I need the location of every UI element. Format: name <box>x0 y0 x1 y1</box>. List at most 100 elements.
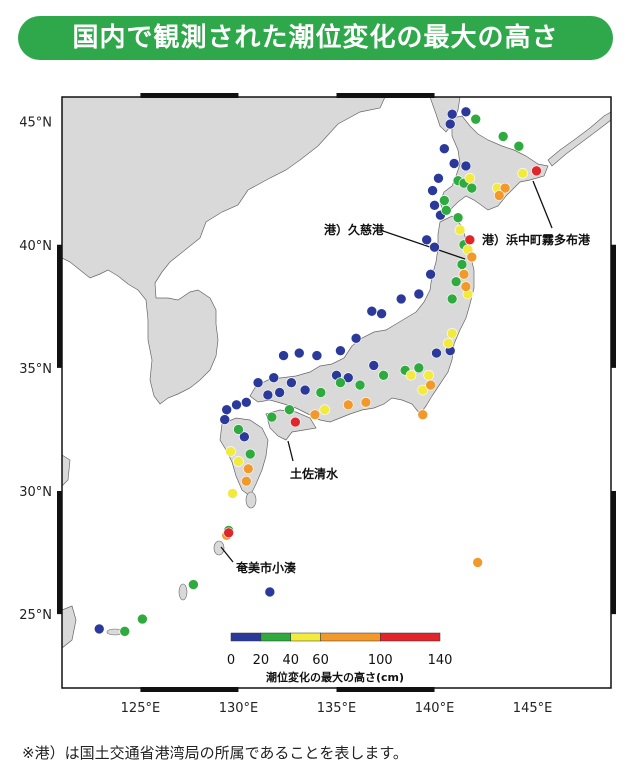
station-point <box>444 118 456 130</box>
legend-ticks: 0 20 40 60 100 140 <box>227 653 453 668</box>
station-point <box>421 234 432 246</box>
station-point <box>417 409 429 420</box>
station-point <box>440 204 452 216</box>
station-point <box>448 158 460 169</box>
station-point <box>513 140 525 152</box>
station-point <box>274 387 285 398</box>
lon-tick-label: 135°E <box>317 701 357 716</box>
station-point <box>378 369 389 381</box>
frame-tick-bar <box>140 93 239 98</box>
lat-tick-label: 30°N <box>19 485 52 500</box>
station-point <box>342 399 354 411</box>
station-point <box>531 165 542 177</box>
station-point <box>517 168 529 179</box>
legend-color-segment <box>380 632 441 642</box>
legend-tick-label: 60 <box>312 653 329 668</box>
station-point <box>252 377 264 388</box>
station-point <box>241 397 252 408</box>
station-point <box>366 305 378 317</box>
station-point <box>466 251 478 263</box>
frame-tick-bar <box>336 93 435 98</box>
lon-tick-label: 140°E <box>415 701 455 716</box>
footnote: ※港）は国土交通省港湾局の所属であることを表します。 <box>22 744 408 762</box>
lon-tick-label: 125°E <box>121 701 161 716</box>
frame-tick-bar <box>611 244 616 368</box>
lon-tick-label: 130°E <box>219 701 259 716</box>
station-point <box>446 328 458 339</box>
station-points <box>93 106 542 637</box>
frame-ticks <box>57 93 616 692</box>
station-point <box>290 416 301 428</box>
station-point <box>315 387 327 398</box>
station-point <box>231 399 242 411</box>
kuril-shape <box>547 111 611 167</box>
station-point <box>458 268 470 280</box>
station-point <box>227 488 238 499</box>
tanegashima-shape <box>245 491 257 509</box>
station-point <box>439 195 450 206</box>
station-point <box>223 527 234 539</box>
station-point <box>413 288 425 300</box>
station-point <box>311 350 323 361</box>
lat-tick-label: 25°N <box>19 608 52 623</box>
station-point <box>452 212 464 223</box>
station-point <box>342 372 354 384</box>
station-point <box>464 172 476 184</box>
station-point <box>429 200 440 211</box>
station-point <box>368 360 380 371</box>
station-point <box>433 172 444 184</box>
station-point <box>454 224 466 236</box>
legend-color-segment <box>230 632 262 642</box>
legend-tick-label: 100 <box>368 653 393 668</box>
station-point <box>262 389 274 401</box>
station-point <box>233 424 244 435</box>
station-point <box>493 190 505 201</box>
station-point <box>93 623 105 635</box>
axis-labels: 45°N 40°N 35°N 30°N 25°N 125°E 130°E 135°E 140°E… <box>19 116 552 716</box>
station-point <box>350 333 362 344</box>
taiwan-shape <box>62 605 77 649</box>
frame-tick-bar <box>336 687 435 692</box>
station-point <box>499 182 511 194</box>
annotation-lines <box>220 180 553 563</box>
frame-tick-bar <box>57 244 62 368</box>
station-point <box>405 369 417 381</box>
station-point <box>221 404 232 416</box>
station-point <box>225 446 236 457</box>
legend: 0 20 40 60 100 140 潮位変化の最大の高さ(cm) <box>222 623 452 685</box>
station-point <box>427 185 438 196</box>
amami-shape <box>213 540 225 556</box>
lat-tick-label: 40°N <box>19 239 52 254</box>
station-point <box>450 276 462 287</box>
station-point <box>466 182 478 194</box>
station-point <box>119 626 131 637</box>
station-point <box>284 404 295 416</box>
station-point <box>335 345 346 356</box>
station-point <box>460 106 472 118</box>
station-point <box>299 384 311 396</box>
station-point <box>376 308 387 320</box>
station-point <box>423 369 434 381</box>
legend-tick-label: 140 <box>428 653 453 668</box>
china-coast-shape <box>62 454 71 487</box>
station-point <box>429 241 440 253</box>
station-point <box>425 268 436 280</box>
continent-shape <box>62 97 386 405</box>
station-point <box>219 414 231 425</box>
annotation-hamanaka: 港）浜中町霧多布港 <box>482 232 591 247</box>
legend-colorbar <box>230 632 441 642</box>
station-point <box>413 362 425 374</box>
legend-tick-label: 20 <box>253 653 270 668</box>
legend-tick-label: 40 <box>282 653 299 668</box>
station-point <box>264 586 276 598</box>
station-point <box>354 379 366 391</box>
station-point <box>460 160 472 172</box>
station-point <box>293 347 305 359</box>
legend-color-segment <box>320 632 381 642</box>
page-title: 国内で観測された潮位変化の最大の高さ <box>72 23 559 53</box>
station-point <box>425 379 436 391</box>
annotation-kuji: 港）久慈港 <box>324 222 385 237</box>
legend-color-segment <box>260 632 291 642</box>
station-point <box>233 456 244 467</box>
station-point <box>360 397 372 408</box>
